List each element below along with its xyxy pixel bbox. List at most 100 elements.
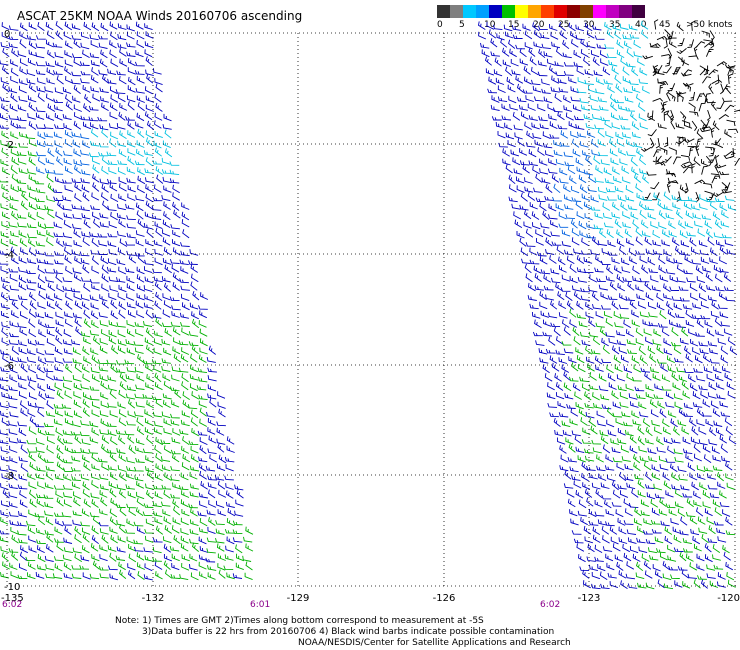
wind-barb — [189, 491, 199, 498]
wind-barb — [566, 489, 575, 498]
wind-barb — [236, 553, 245, 562]
wind-barb — [28, 49, 38, 57]
wind-barb — [550, 231, 560, 237]
wind-barb — [690, 528, 700, 536]
wind-barb — [20, 300, 28, 311]
legend-label: 30 — [583, 20, 595, 30]
wind-barb — [694, 220, 703, 228]
wind-barb — [652, 230, 661, 239]
wind-barb — [169, 161, 180, 166]
wind-barb — [670, 418, 678, 428]
wind-barb — [726, 572, 735, 581]
wind-barb — [638, 102, 646, 112]
wind-barb — [36, 564, 46, 571]
wind-barb — [603, 79, 613, 85]
wind-barb — [81, 301, 90, 310]
wind-barb — [633, 462, 641, 471]
wind-barb — [27, 184, 36, 192]
wind-barb — [37, 481, 46, 489]
wind-barb — [608, 60, 618, 67]
wind-barb — [645, 538, 656, 545]
wind-barb — [577, 77, 586, 85]
wind-barb — [65, 75, 74, 84]
wind-barb — [146, 434, 154, 445]
wind-barb — [8, 86, 18, 94]
wind-barb — [719, 434, 728, 444]
wind-barb — [180, 472, 189, 481]
wind-barb — [596, 410, 605, 418]
wind-barb — [528, 47, 536, 57]
wind-barb — [143, 222, 153, 230]
wind-barb — [10, 131, 19, 140]
wind-barb — [109, 573, 119, 581]
wind-barb — [682, 82, 694, 87]
wind-barb — [663, 110, 669, 121]
wind-barb — [17, 104, 27, 112]
wind-barb — [555, 47, 563, 57]
wind-barb — [109, 410, 118, 418]
wind-barb — [583, 580, 591, 589]
wind-barb — [720, 220, 730, 228]
wind-barb — [515, 75, 524, 84]
wind-barb — [502, 59, 511, 68]
wind-barb — [502, 148, 510, 157]
wind-barb — [619, 401, 629, 408]
wind-barb — [152, 268, 162, 274]
wind-barb — [680, 484, 690, 491]
wind-barb — [604, 120, 613, 129]
wind-barb — [109, 111, 118, 120]
wind-barb — [169, 296, 180, 302]
wind-barb — [153, 276, 163, 283]
wind-barb — [189, 374, 199, 381]
wind-barb — [726, 482, 735, 490]
wind-barb — [622, 543, 631, 553]
wind-barb — [35, 61, 46, 67]
wind-barb — [36, 211, 45, 220]
wind-barb — [556, 245, 564, 255]
wind-barb — [109, 452, 117, 462]
wind-barb — [547, 382, 555, 391]
wind-barb — [630, 211, 639, 220]
wind-barb — [135, 445, 144, 453]
wind-barb — [701, 214, 712, 220]
wind-barb — [497, 85, 506, 94]
wind-barb — [128, 543, 137, 552]
wind-barb — [707, 392, 717, 399]
wind-barb — [651, 464, 660, 472]
wind-barb — [153, 364, 162, 373]
wind-barb — [583, 114, 593, 121]
wind-barb — [618, 147, 627, 156]
wind-barb — [542, 331, 552, 337]
wind-barb — [612, 24, 621, 31]
wind-barb — [663, 348, 673, 356]
wind-barb — [663, 437, 673, 445]
wind-barb — [596, 77, 605, 85]
wind-barb — [100, 400, 109, 409]
wind-barb — [696, 375, 706, 382]
wind-barb — [652, 192, 660, 201]
wind-barb — [90, 310, 99, 320]
wind-barb — [110, 534, 118, 544]
wind-barb — [200, 481, 208, 490]
wind-barb — [719, 245, 728, 255]
wind-barb — [652, 339, 662, 346]
wind-barb — [17, 521, 27, 527]
wind-barb — [81, 331, 91, 338]
wind-barb — [545, 294, 555, 301]
wind-barb — [145, 130, 154, 139]
wind-barb — [136, 497, 145, 507]
wind-barb — [682, 493, 693, 498]
wind-barb — [135, 438, 145, 446]
wind-barb — [142, 511, 153, 517]
wind-barb — [16, 151, 27, 157]
wind-barb — [631, 488, 639, 498]
wind-barb — [65, 265, 73, 275]
wind-barb — [0, 402, 9, 409]
wind-barb — [72, 519, 82, 526]
wind-barb — [126, 215, 136, 221]
wind-barb — [56, 156, 64, 166]
wind-barb — [682, 161, 693, 166]
wind-barb — [540, 269, 551, 275]
wind-barb — [0, 262, 9, 265]
wind-barb — [127, 310, 136, 318]
